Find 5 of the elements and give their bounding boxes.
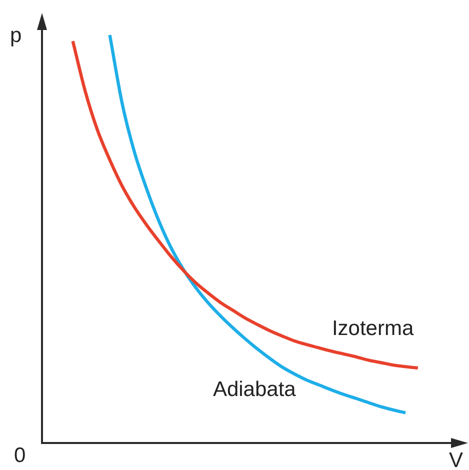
x-axis-title: V [449,449,464,470]
text: 0 [14,444,26,467]
y-axis-title: p [10,24,22,47]
series-label: Izoterma [332,317,414,340]
series-label: Adiabata [212,378,296,402]
